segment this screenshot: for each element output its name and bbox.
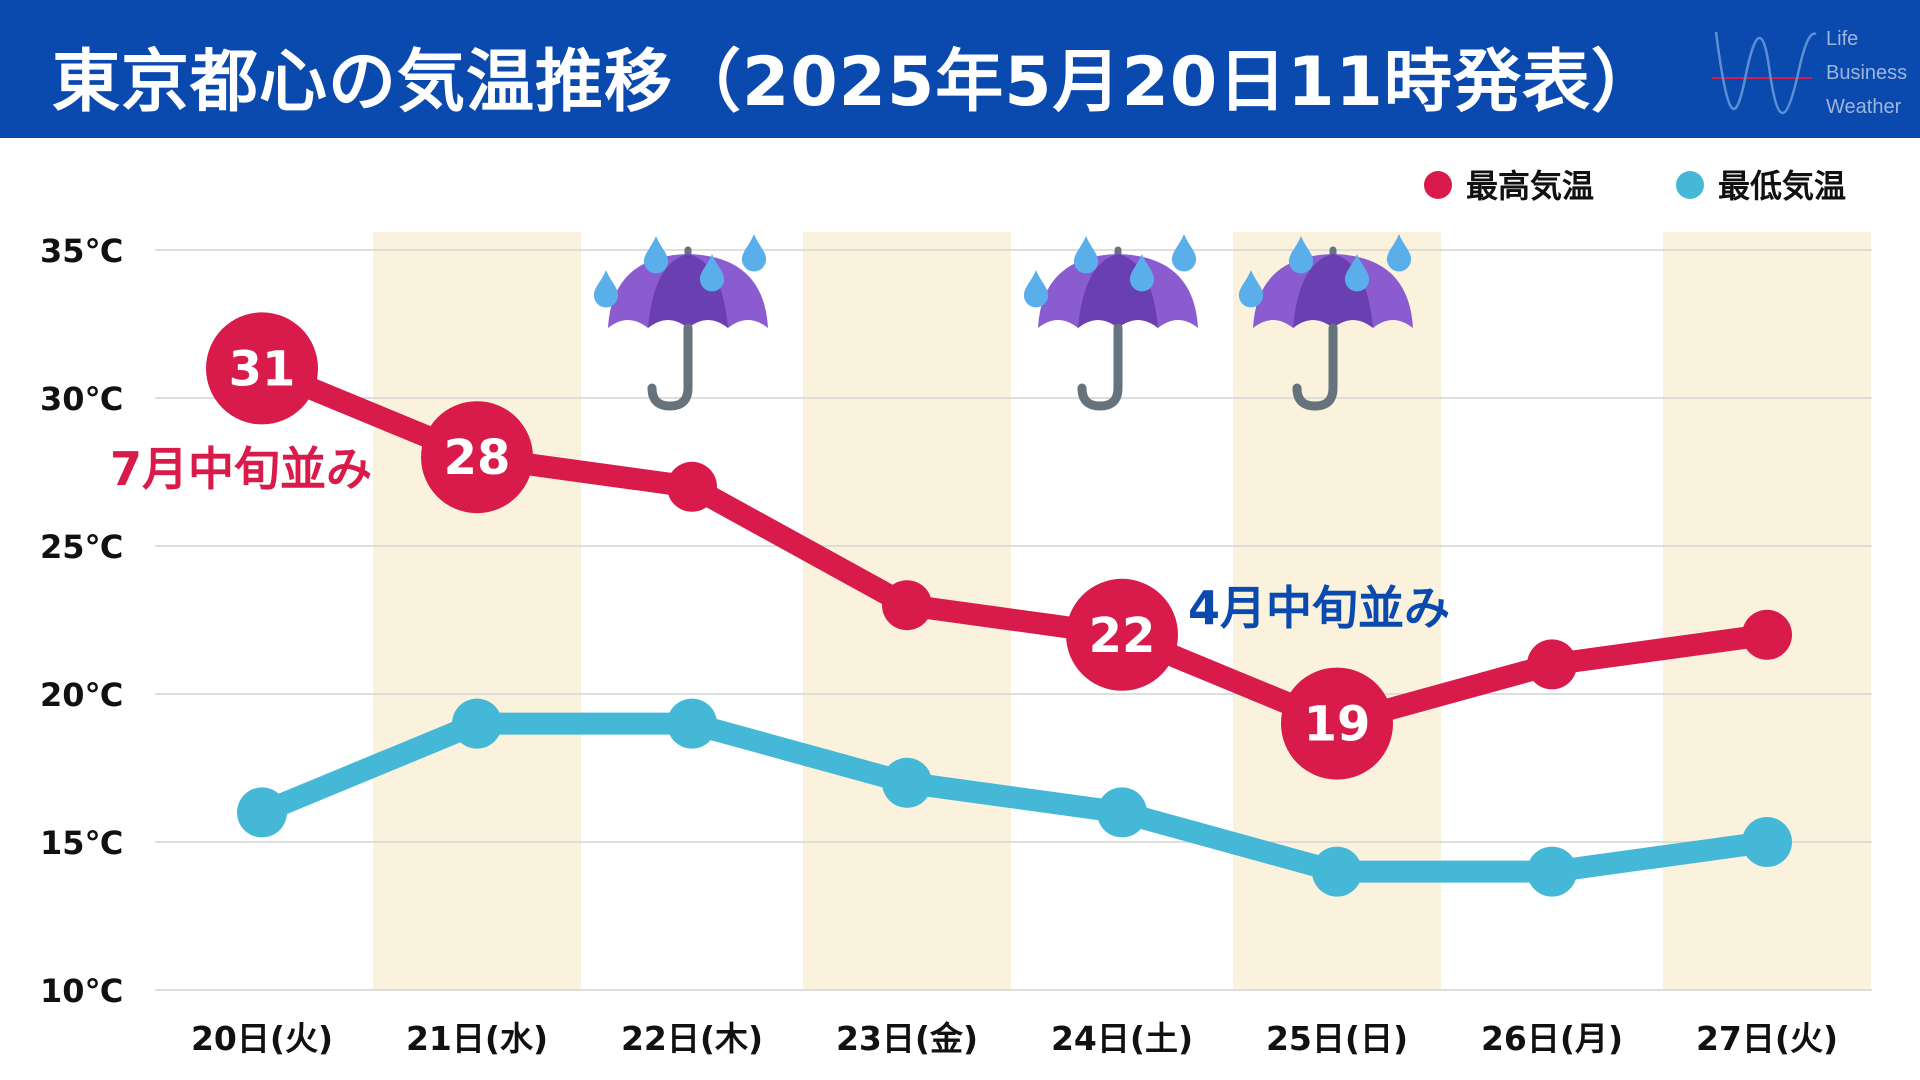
legend-marker-icon <box>1424 171 1452 199</box>
page-title: 東京都心の気温推移（2025年5月20日11時発表） <box>52 43 1660 122</box>
umbrella-handle <box>1077 323 1123 411</box>
brand-logo: Life Business Weather <box>1712 20 1912 124</box>
header-bar: 東京都心の気温推移（2025年5月20日11時発表） Life Business… <box>0 0 1920 138</box>
low-point <box>452 698 502 749</box>
high-data-label: 31 <box>229 341 296 397</box>
logo-word-life: Life <box>1826 28 1859 50</box>
high-point <box>667 461 717 512</box>
raindrop-shape <box>1288 236 1314 274</box>
legend-marker-icon <box>1676 171 1704 199</box>
low-point <box>1527 846 1577 897</box>
legend-label: 最高気温 <box>1466 167 1594 205</box>
high-label-bubble <box>1066 578 1178 691</box>
raindrop-shape <box>699 254 725 292</box>
legend: 最高気温 最低気温 <box>1424 167 1846 205</box>
y-tick-label: 35℃ <box>40 232 123 270</box>
umbrella-handle <box>647 323 693 411</box>
raindrop-shape <box>1238 270 1264 308</box>
high-data-label: 22 <box>1089 608 1156 664</box>
legend-item: 最高気温 <box>1424 167 1594 205</box>
low-point <box>1742 817 1792 867</box>
high-data-label: 28 <box>444 430 511 486</box>
raindrop-shape <box>1171 234 1197 272</box>
y-tick-label: 25℃ <box>40 528 123 566</box>
high-point <box>1742 609 1792 660</box>
x-tick-label: 26日(月) <box>1481 1019 1623 1058</box>
raindrop-shape <box>741 234 767 272</box>
raindrop-shape <box>1129 254 1155 292</box>
raindrop-shape <box>1344 254 1370 292</box>
legend-item: 最低気温 <box>1676 167 1846 205</box>
rain-icons <box>593 234 1413 411</box>
series-high: 31 28 22 19 <box>206 312 1792 780</box>
x-axis-ticks: 20日(火) 21日(水) 22日(木) 23日(金) 24日(土) 25日(日) 26日(… <box>191 1019 1838 1058</box>
logo-word-weather: Weather <box>1826 96 1902 118</box>
low-point <box>1312 846 1362 897</box>
high-data-label: 19 <box>1304 697 1371 753</box>
y-tick-label: 15℃ <box>40 824 123 862</box>
high-label-bubble <box>421 401 533 514</box>
x-tick-label: 20日(火) <box>191 1019 333 1058</box>
umbrella-rain-icon <box>1023 234 1198 411</box>
low-line <box>251 712 1778 883</box>
gridlines <box>155 249 1872 991</box>
x-tick-label: 23日(金) <box>836 1019 978 1058</box>
low-point <box>1097 787 1147 838</box>
high-point <box>882 580 932 631</box>
raindrop-shape <box>643 236 669 274</box>
temperature-chart: 35℃ 30℃ 25℃ 20℃ 15℃ 10℃ 20日(火) 21日(水) 22日(木) 23日… <box>40 167 1872 1058</box>
raindrop-shape <box>1073 236 1099 274</box>
x-tick-label: 22日(木) <box>621 1019 763 1058</box>
legend-label: 最低気温 <box>1718 167 1846 205</box>
low-point <box>882 757 932 808</box>
umbrella-handle <box>1292 323 1338 411</box>
x-tick-label: 25日(日) <box>1266 1019 1408 1058</box>
umbrella-rain-icon <box>593 234 768 411</box>
annotation-high: 7月中旬並み <box>110 442 372 496</box>
highlight-band <box>373 232 581 990</box>
low-point <box>237 787 287 838</box>
annotation-low: 4月中旬並み <box>1188 581 1450 635</box>
y-tick-label: 20℃ <box>40 676 123 714</box>
low-point <box>667 698 717 749</box>
annotations: 7月中旬並み 4月中旬並み <box>110 442 1450 635</box>
raindrop-shape <box>1023 270 1049 308</box>
logo-word-business: Business <box>1826 62 1908 84</box>
raindrop-shape <box>593 270 619 308</box>
y-tick-label: 30℃ <box>40 380 123 418</box>
y-tick-label: 10℃ <box>40 972 123 1010</box>
x-tick-label: 27日(火) <box>1696 1019 1838 1058</box>
series-low <box>237 698 1792 897</box>
x-tick-label: 21日(水) <box>406 1019 548 1058</box>
high-label-bubble <box>1281 667 1393 780</box>
umbrella-rain-icon <box>1238 234 1413 411</box>
raindrop-shape <box>1386 234 1412 272</box>
high-point <box>1527 639 1577 690</box>
x-tick-label: 24日(土) <box>1051 1019 1193 1058</box>
high-label-bubble <box>206 312 318 425</box>
y-axis-ticks: 35℃ 30℃ 25℃ 20℃ 15℃ 10℃ <box>40 232 123 1010</box>
wave-logo-icon <box>1712 31 1817 114</box>
